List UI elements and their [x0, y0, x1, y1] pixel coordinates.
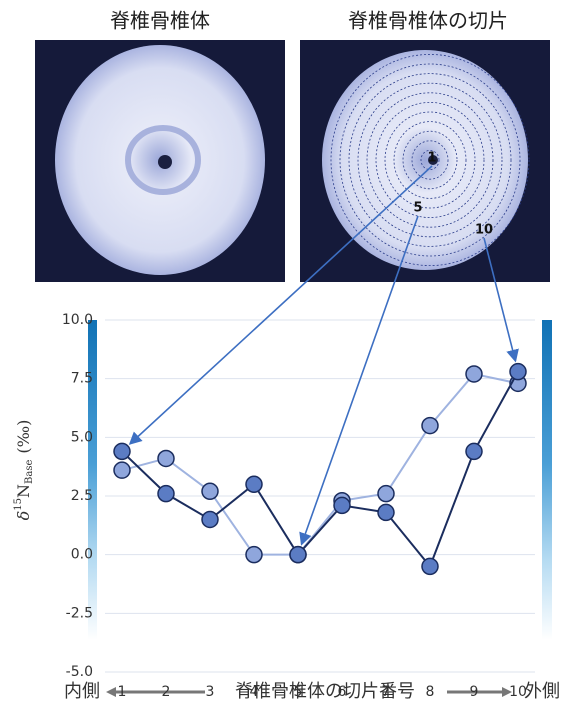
y-tick-label: -2.5: [66, 605, 93, 621]
data-point: [421, 557, 439, 576]
data-point: [113, 442, 131, 461]
x-tick-label: 5: [294, 684, 303, 700]
y-label-part: δ: [14, 511, 33, 521]
data-point: [245, 475, 263, 494]
data-point: [157, 484, 175, 503]
slice-ring: [348, 73, 512, 247]
y-tick-label: 2.5: [71, 488, 93, 504]
x-tick-label: 9: [470, 684, 479, 700]
x-axis-label: 脊椎骨椎体の切片番号: [235, 681, 415, 702]
y-label-part: 15: [13, 498, 24, 511]
slice-ring: [339, 63, 521, 257]
x-label-right: 外側: [524, 681, 560, 702]
slice-label: 5: [413, 201, 422, 216]
y-tick-label: 0.0: [71, 547, 93, 563]
x-tick-label: 6: [338, 684, 347, 700]
x-label-left: 内側: [64, 681, 100, 702]
x-tick-label: 2: [162, 684, 171, 700]
series-line: [121, 371, 519, 569]
data-point: [333, 496, 351, 515]
y-tick-label: 7.5: [71, 371, 93, 387]
photo-title: 脊椎骨椎体: [110, 9, 210, 33]
data-point: [509, 362, 527, 381]
series-line: [121, 372, 519, 556]
y-label-part: Base: [24, 460, 35, 484]
slice-arrow: [483, 237, 519, 363]
slice-label: 10: [475, 223, 493, 238]
data-point: [377, 484, 395, 503]
axis-bars: [88, 320, 552, 640]
x-tick-label: 3: [206, 684, 215, 700]
data-point: [465, 365, 483, 383]
y-tick-label: 10.0: [62, 312, 93, 328]
slice-ring: [366, 92, 494, 228]
photo-right: [300, 40, 550, 282]
data-point: [201, 482, 219, 501]
slice-ring: [393, 121, 467, 199]
x-tick-label: 1: [118, 684, 127, 700]
x-tick-label: 7: [382, 684, 391, 700]
slice-arrow: [299, 215, 419, 546]
data-point: [201, 510, 219, 529]
data-point: [421, 416, 439, 435]
slice-ring: [375, 102, 485, 218]
y-label-part: N: [14, 484, 33, 498]
data-point: [377, 503, 395, 522]
slice-ring: [420, 149, 440, 170]
slice-ring: [384, 111, 476, 209]
data-point: [113, 461, 131, 479]
x-label-arrows: [106, 687, 512, 697]
slice-label: 1: [427, 151, 436, 166]
photo-left: [35, 40, 285, 282]
x-tick-label: 10: [509, 684, 527, 700]
data-point: [289, 545, 307, 564]
slice-ring: [330, 54, 530, 266]
photo-title: 脊椎骨椎体の切片: [348, 9, 508, 33]
slice-arrow: [128, 165, 433, 445]
x-tick-label: 4: [250, 684, 259, 700]
slice-ring: [411, 140, 449, 180]
y-axis-label: δ15NBase (‰): [13, 420, 35, 521]
y-tick-label: -5.0: [66, 664, 93, 680]
y-tick-label: 5.0: [71, 429, 93, 445]
slice-ring: [402, 130, 458, 190]
y-label-part: (‰): [14, 420, 33, 454]
data-point: [465, 442, 483, 461]
x-tick-label: 8: [426, 684, 435, 700]
data-point: [157, 449, 175, 468]
slice-ring: [357, 82, 503, 238]
data-point: [245, 545, 263, 564]
